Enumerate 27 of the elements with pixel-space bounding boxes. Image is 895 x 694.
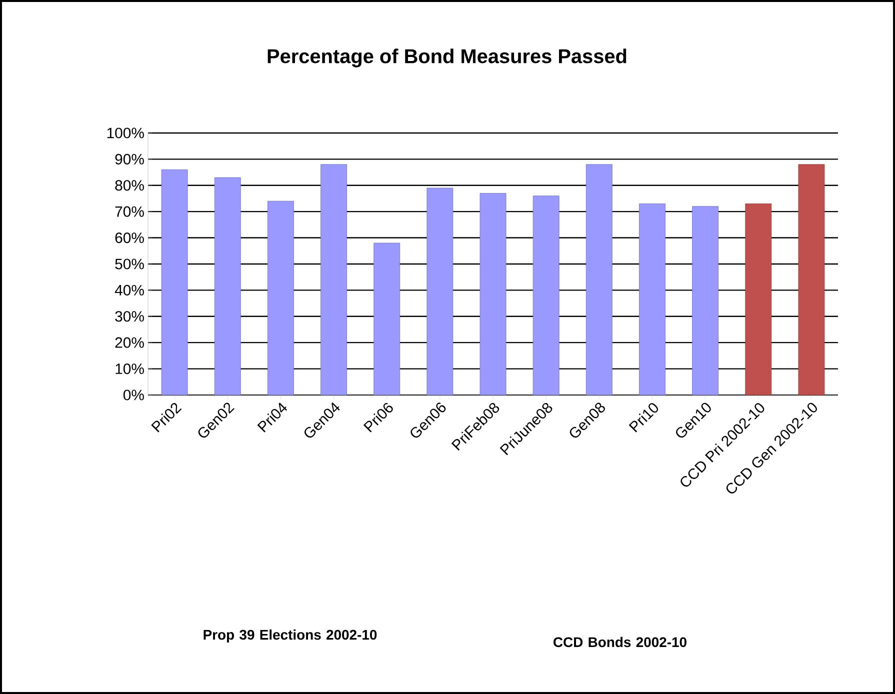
y-tick-label: 0% [123,390,144,400]
bar [320,164,347,396]
bar [745,204,772,396]
y-tick-label: 80% [115,180,144,191]
y-tick-label: 100% [107,128,144,138]
bar [268,200,294,396]
y-tick-label: 20% [115,337,144,348]
chart-title: Percentage of Bond Measures Passed [268,48,626,68]
y-tick-label: 30% [115,311,144,322]
y-tick-label: 70% [115,206,144,217]
y-tick-label: 60% [115,232,144,244]
bar [639,204,666,396]
bar [692,206,719,396]
bar [214,177,241,396]
text: Prop 39 Elections 2002-10 [204,629,377,642]
y-tick-label: 50% [115,258,144,270]
bar [532,196,560,396]
bar [480,193,506,396]
bar [161,169,188,396]
bar [586,164,612,396]
text: CCD Bonds 2002-10 [554,636,686,648]
y-tick-label: 10% [116,363,144,374]
bar [374,242,400,396]
bar [426,188,454,396]
y-tick-label: 40% [114,284,144,296]
bar [798,164,825,396]
y-tick-label: 90% [115,154,144,164]
